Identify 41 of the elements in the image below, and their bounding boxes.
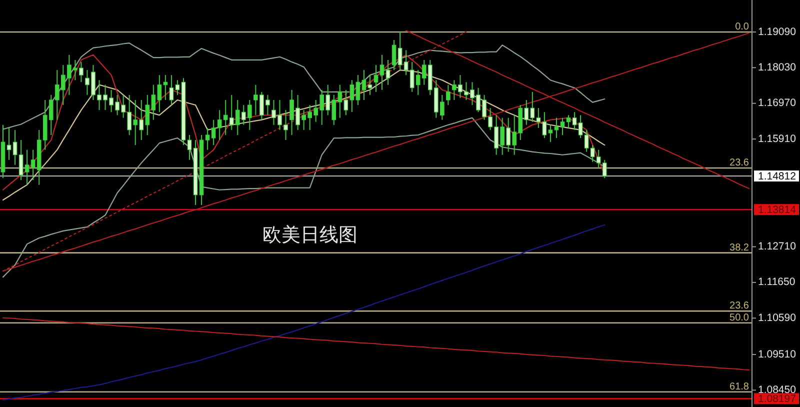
- y-tick-label: 1.15910: [758, 132, 796, 145]
- candlestick: [362, 70, 366, 100]
- candlestick: [368, 74, 372, 96]
- annotation: 23.6: [730, 300, 750, 312]
- candlestick: [169, 74, 174, 106]
- candlestick: [12, 129, 18, 166]
- candlestick: [554, 117, 559, 139]
- candlestick: [205, 127, 210, 150]
- annotation: 38.2: [730, 242, 750, 254]
- candlestick: [175, 80, 180, 96]
- candlestick: [548, 124, 553, 143]
- candlestick: [566, 114, 571, 128]
- candlestick: [386, 59, 390, 86]
- line-series: [2, 117, 606, 278]
- y-tick-label: 1.18030: [758, 61, 796, 74]
- y-tick-label: 1.10590: [758, 312, 796, 324]
- line-series: [2, 42, 606, 130]
- candlestick: [578, 114, 583, 139]
- candlestick: [542, 112, 547, 139]
- candlestick: [18, 140, 24, 181]
- candlestick: [380, 54, 384, 90]
- y-tick-label: 1.09510: [758, 348, 796, 360]
- text: 欧美日线图: [262, 224, 358, 246]
- y-tick-label: 1.16970: [758, 97, 796, 110]
- annotation: 23.6: [730, 157, 750, 168]
- candlestick: [374, 64, 378, 92]
- line-series: [2, 224, 606, 400]
- candlestick: [572, 112, 577, 130]
- y-tick-label: 1.12710: [758, 240, 796, 253]
- annotation: 61.8: [730, 381, 750, 392]
- ref-line-label: 1.14812: [758, 170, 796, 182]
- candlestick: [187, 134, 192, 160]
- ref-line-label: 1.13814: [758, 204, 796, 216]
- candlestick: [356, 74, 360, 106]
- annotation: 50.0: [730, 312, 750, 324]
- annotation: 0.0: [735, 21, 750, 32]
- y-tick-label: 1.19090: [758, 26, 796, 38]
- candlestick: [446, 84, 450, 106]
- y-tick-label: 1.11650: [758, 276, 796, 288]
- candlestick: [392, 40, 396, 71]
- candlestick: [560, 117, 565, 136]
